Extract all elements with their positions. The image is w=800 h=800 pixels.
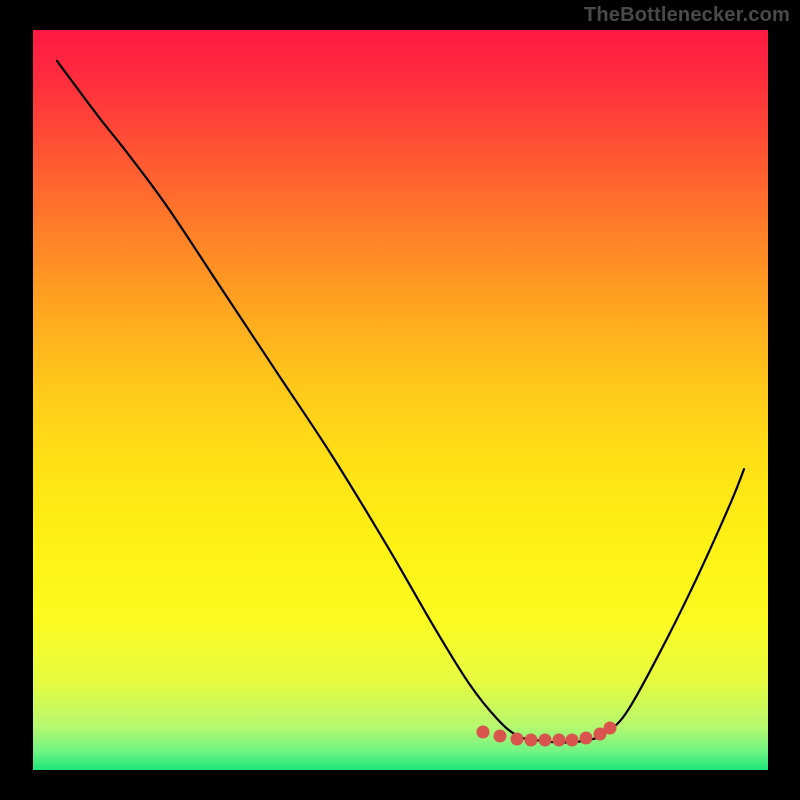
gradient-background [33,30,768,770]
chart-stage: TheBottlenecker.com [0,0,800,800]
watermark-text: TheBottlenecker.com [584,4,790,27]
plot-svg [33,30,768,770]
plot-area [33,30,768,770]
